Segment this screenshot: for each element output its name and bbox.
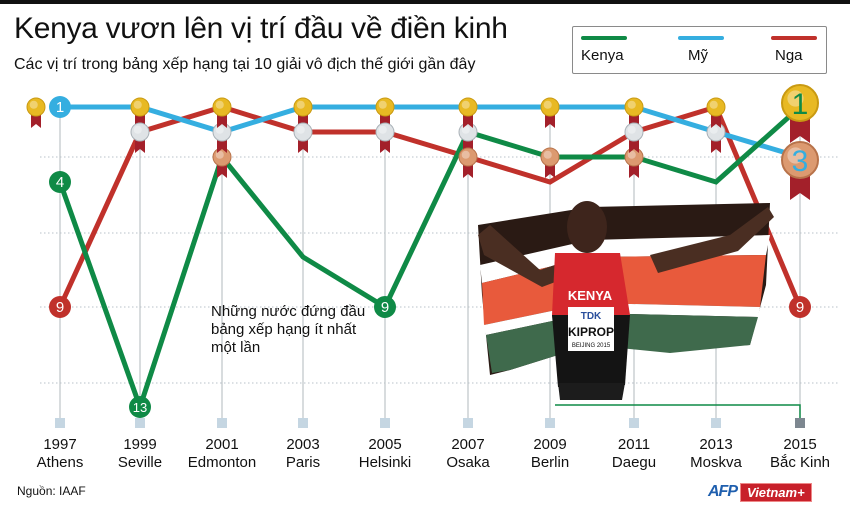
silver-medal-icon bbox=[624, 122, 644, 153]
x-axis-year: 2007 bbox=[451, 436, 485, 453]
x-axis-city: Osaka bbox=[446, 454, 490, 471]
axis-marker bbox=[298, 418, 308, 428]
chart-annotation: Những nước đứng đầu bảng xếp hạng ít nhấ… bbox=[211, 303, 366, 356]
x-axis-year: 2003 bbox=[286, 436, 320, 453]
bronze-medal-icon bbox=[540, 147, 560, 178]
rank-label: 4 bbox=[49, 171, 71, 193]
legend-label: Nga bbox=[775, 47, 803, 64]
athlete-photo: KENYA TDK KIPROP BEIJING 2015 bbox=[478, 201, 774, 400]
bronze-medal-icon bbox=[781, 141, 819, 200]
silver-medal-icon bbox=[130, 122, 150, 153]
legend-item-kenya: Kenya bbox=[581, 27, 661, 75]
x-axis-city: Seville bbox=[117, 454, 163, 471]
gold-medal-icon bbox=[212, 97, 232, 128]
bronze-medal-icon bbox=[458, 147, 478, 178]
gold-medal-icon bbox=[458, 97, 478, 128]
axis-marker bbox=[135, 418, 145, 428]
x-axis-year: 2011 bbox=[617, 436, 651, 453]
svg-text:KENYA: KENYA bbox=[568, 288, 613, 303]
x-axis-year: 2001 bbox=[205, 436, 239, 453]
svg-text:9: 9 bbox=[381, 299, 389, 316]
x-axis-city: Helsinki bbox=[358, 454, 412, 471]
chart-title: Kenya vươn lên vị trí đầu về điền kinh bbox=[14, 12, 508, 45]
chart-subtitle: Các vị trí trong bảng xếp hạng tại 10 gi… bbox=[14, 56, 476, 73]
gold-medal-icon bbox=[781, 84, 819, 143]
x-axis-label: 2009 Berlin bbox=[500, 436, 600, 472]
rank-label: 9 bbox=[789, 296, 811, 318]
series-line-Mỹ bbox=[60, 104, 801, 160]
x-axis-label: 1997 Athens bbox=[10, 436, 110, 472]
axis-marker bbox=[463, 418, 473, 428]
axis-marker bbox=[629, 418, 639, 428]
x-axis-city: Moskva bbox=[690, 454, 742, 471]
rank-label: 9 bbox=[374, 296, 396, 318]
svg-text:4: 4 bbox=[56, 174, 64, 191]
axis-marker bbox=[217, 418, 227, 428]
x-axis-year: 2005 bbox=[368, 436, 402, 453]
svg-text:TDK: TDK bbox=[581, 311, 602, 322]
gold-medal-icon bbox=[540, 97, 560, 128]
x-axis-city: Athens bbox=[36, 454, 84, 471]
axis-marker bbox=[711, 418, 721, 428]
x-axis-year: 2013 bbox=[699, 436, 733, 453]
x-axis-city: Edmonton bbox=[187, 454, 257, 471]
rank-label: 1 bbox=[792, 88, 809, 121]
axis-marker bbox=[545, 418, 555, 428]
x-axis-year: 1999 bbox=[123, 436, 157, 453]
axis-marker bbox=[380, 418, 390, 428]
x-axis-city: Berlin bbox=[530, 454, 570, 471]
x-axis-city: Paris bbox=[285, 454, 321, 471]
vietnamplus-logo: Vietnam+ bbox=[740, 482, 812, 502]
axis-marker bbox=[55, 418, 65, 428]
x-axis-year: 2015 bbox=[783, 436, 817, 453]
silver-medal-icon bbox=[212, 122, 232, 153]
x-axis-label: 2013 Moskva bbox=[666, 436, 766, 472]
silver-medal-icon bbox=[293, 122, 313, 153]
x-axis-city: Daegu bbox=[611, 454, 657, 471]
series-line-Kenya bbox=[57, 105, 802, 415]
legend-item-usa: Mỹ bbox=[678, 27, 758, 75]
x-axis-label: 1999 Seville bbox=[90, 436, 190, 472]
top-bar bbox=[0, 0, 850, 4]
legend-swatch-kenya bbox=[581, 36, 627, 40]
rank-label: 1 bbox=[49, 96, 71, 118]
rank-label: 3 bbox=[792, 145, 809, 178]
legend-item-russia: Nga bbox=[771, 27, 850, 75]
publisher-logo: AFP Vietnam+ bbox=[708, 482, 812, 502]
x-axis-label: 2003 Paris bbox=[253, 436, 353, 472]
bronze-medal-icon bbox=[624, 147, 644, 178]
svg-text:13: 13 bbox=[133, 400, 147, 415]
svg-text:9: 9 bbox=[56, 299, 64, 316]
x-axis-label: 2007 Osaka bbox=[418, 436, 518, 472]
x-axis-label: 2001 Edmonton bbox=[172, 436, 272, 472]
legend-swatch-usa bbox=[678, 36, 724, 40]
source-credit: Nguồn: IAAF bbox=[17, 484, 86, 498]
x-axis-year: 2009 bbox=[533, 436, 567, 453]
legend-label: Mỹ bbox=[688, 47, 708, 64]
gold-medal-icon bbox=[26, 97, 46, 128]
silver-medal-icon bbox=[375, 122, 395, 153]
legend: Kenya Mỹ Nga bbox=[572, 26, 827, 74]
x-axis-label: 2015 Bắc Kinh bbox=[750, 436, 850, 472]
svg-text:BEIJING 2015: BEIJING 2015 bbox=[572, 343, 611, 349]
kenya-2015-bracket bbox=[555, 404, 801, 418]
svg-text:9: 9 bbox=[796, 299, 804, 316]
x-axis-year: 1997 bbox=[43, 436, 77, 453]
x-axis-label: 2011 Daegu bbox=[584, 436, 684, 472]
rank-label: 9 bbox=[49, 296, 71, 318]
x-axis-label: 2005 Helsinki bbox=[335, 436, 435, 472]
gold-medal-icon bbox=[706, 97, 726, 128]
x-axis-city: Bắc Kinh bbox=[769, 454, 831, 471]
svg-text:1: 1 bbox=[56, 99, 64, 116]
svg-text:KIPROP: KIPROP bbox=[568, 325, 614, 339]
silver-medal-icon bbox=[706, 122, 726, 153]
rank-label: 13 bbox=[129, 396, 151, 418]
afp-logo: AFP bbox=[708, 483, 738, 500]
legend-swatch-russia bbox=[771, 36, 817, 40]
axis-marker bbox=[795, 418, 805, 428]
legend-label: Kenya bbox=[581, 47, 624, 64]
